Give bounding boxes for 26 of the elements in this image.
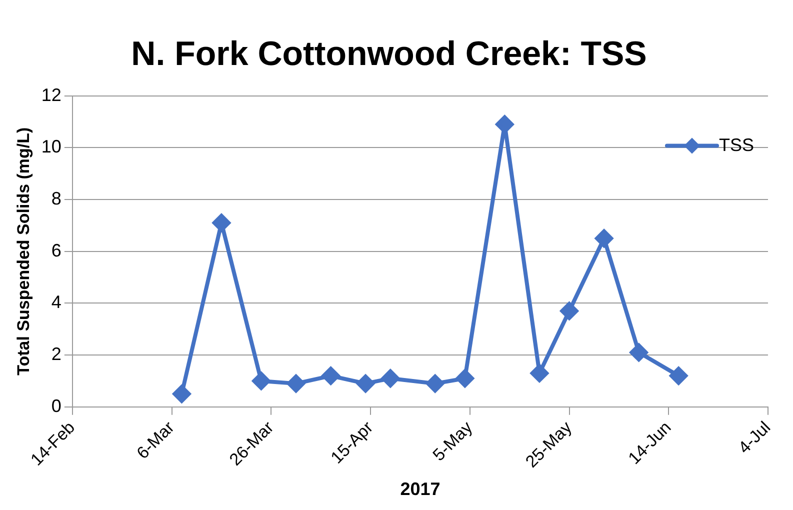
point xyxy=(496,115,514,134)
point xyxy=(172,384,191,403)
x-axis-title: 2017 xyxy=(400,479,440,500)
point xyxy=(630,343,648,362)
y-tick-label: 8 xyxy=(51,188,62,208)
point xyxy=(670,366,688,385)
point xyxy=(530,364,548,382)
point xyxy=(356,374,375,393)
point xyxy=(456,369,474,388)
point xyxy=(252,372,270,390)
y-tick-label: 6 xyxy=(51,240,62,260)
y-tick-label: 0 xyxy=(51,396,62,416)
point xyxy=(212,214,230,232)
y-tick-label: 4 xyxy=(51,292,62,312)
y-axis-title: Total Suspended Solids (mg/L) xyxy=(14,127,33,376)
point xyxy=(426,374,444,393)
chart-title: N. Fork Cottonwood Creek: TSS xyxy=(131,34,647,73)
y-tick-label: 2 xyxy=(51,344,62,364)
y-tick-label: 10 xyxy=(41,136,62,157)
point xyxy=(322,366,340,385)
point xyxy=(381,369,400,388)
point xyxy=(287,374,305,393)
y-tick-label: 12 xyxy=(41,84,62,105)
point xyxy=(560,302,578,320)
legend-label: TSS xyxy=(718,134,754,155)
point xyxy=(595,229,614,248)
